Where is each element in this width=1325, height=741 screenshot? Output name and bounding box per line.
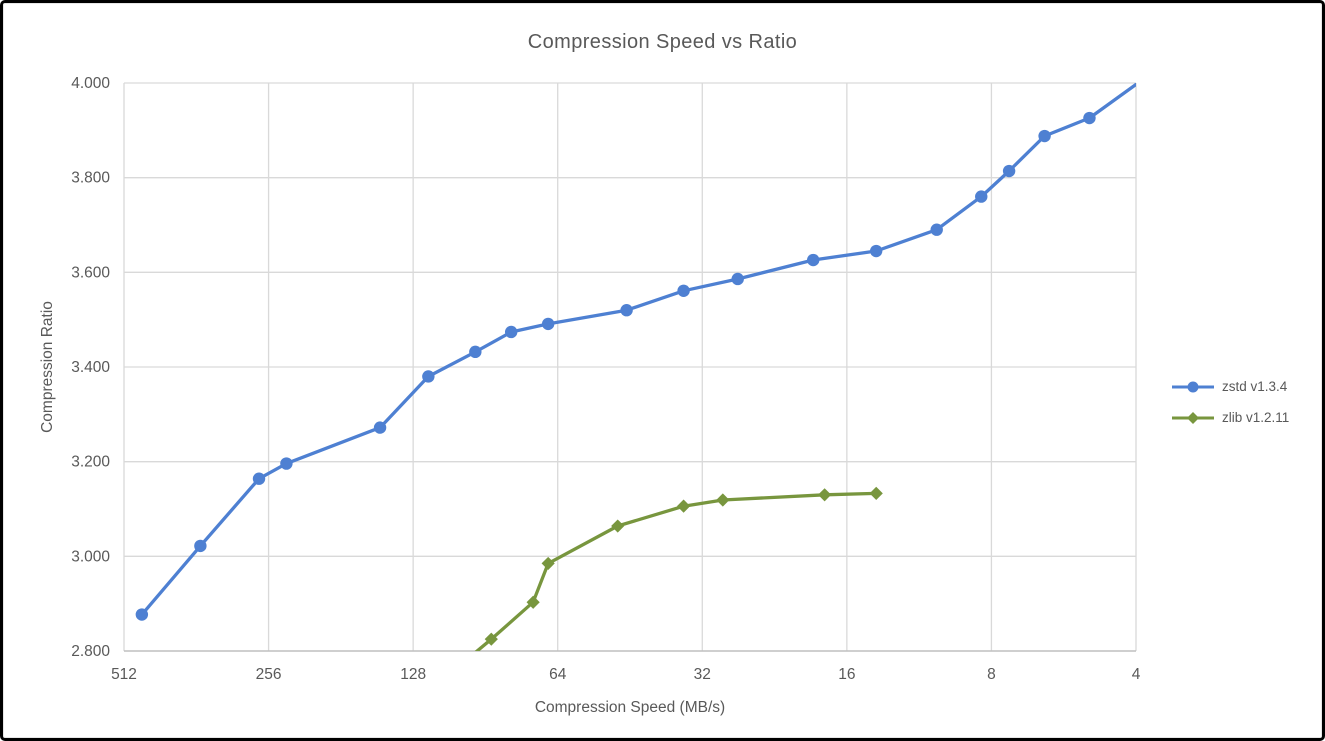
zlib-point-marker <box>484 632 498 646</box>
y-tick-label: 3.600 <box>71 264 110 281</box>
y-axis-title: Compression Ratio <box>39 301 56 433</box>
legend-item-zstd: zstd v1.3.4 <box>1171 379 1289 394</box>
zlib-point-marker <box>818 488 832 502</box>
y-tick-label: 3.400 <box>71 359 110 376</box>
zstd-point-marker <box>469 345 482 359</box>
zstd-point-marker <box>422 370 435 383</box>
x-tick-label: 16 <box>838 666 855 683</box>
x-tick-label: 32 <box>694 666 711 683</box>
zstd-point-marker <box>930 223 943 236</box>
legend-item-zlib: zlib v1.2.11 <box>1171 410 1289 425</box>
zstd-point-marker <box>620 304 633 317</box>
zlib-point-marker <box>716 493 730 507</box>
legend-label-zstd: zstd v1.3.4 <box>1222 379 1288 394</box>
zstd-series-line <box>140 83 1136 617</box>
zstd-point-marker <box>807 253 820 267</box>
legend: zstd v1.3.4 zlib v1.2.11 <box>1171 379 1289 425</box>
zstd-point-marker <box>731 272 744 286</box>
zlib-point-marker <box>676 499 691 513</box>
zlib-legend-marker <box>1172 411 1214 424</box>
zstd-point-marker <box>252 472 266 485</box>
y-tick-label: 4.000 <box>71 75 110 92</box>
zstd-point-marker <box>194 539 207 553</box>
zstd-point-marker <box>280 457 293 470</box>
zlib-point-marker <box>541 556 555 571</box>
zlib-point-marker <box>869 486 883 500</box>
zlib-point-marker <box>438 671 451 684</box>
x-tick-label: 256 <box>256 666 282 683</box>
x-tick-label: 64 <box>549 666 567 683</box>
zstd-point-marker <box>504 325 518 339</box>
zstd-point-marker <box>373 421 387 434</box>
x-tick-label: 8 <box>987 666 996 683</box>
y-tick-label: 3.800 <box>71 170 110 187</box>
zlib-point-marker <box>526 595 540 609</box>
x-tick-label: 128 <box>400 666 426 683</box>
x-axis-title: Compression Speed (MB/s) <box>534 699 726 716</box>
y-tick-label: 3.200 <box>71 454 110 471</box>
zstd-point-marker <box>1002 164 1016 178</box>
zstd-legend-marker <box>1172 381 1214 392</box>
zstd-point-marker <box>677 284 690 297</box>
zstd-point-marker <box>541 317 555 331</box>
plot-svg: 512 256 128 64 32 16 8 4 2.800 3.000 3.200 3.400 3.6… <box>71 75 1141 684</box>
chart-title: Compression Speed vs Ratio <box>527 31 798 53</box>
zstd-point-marker <box>135 608 149 621</box>
legend-label-zlib: zlib v1.2.11 <box>1222 410 1290 425</box>
x-tick-label: 512 <box>111 666 137 683</box>
y-tick-label: 3.000 <box>71 548 110 565</box>
zstd-point-marker <box>1083 111 1096 125</box>
x-tick-label: 4 <box>1132 666 1141 683</box>
zstd-point-marker <box>1038 129 1051 143</box>
y-tick-label: 2.800 <box>71 643 110 660</box>
zstd-point-marker <box>975 190 988 203</box>
zlib-point-marker <box>611 519 625 533</box>
zstd-point-marker <box>870 244 883 258</box>
zstd-point-marker <box>1135 83 1136 84</box>
